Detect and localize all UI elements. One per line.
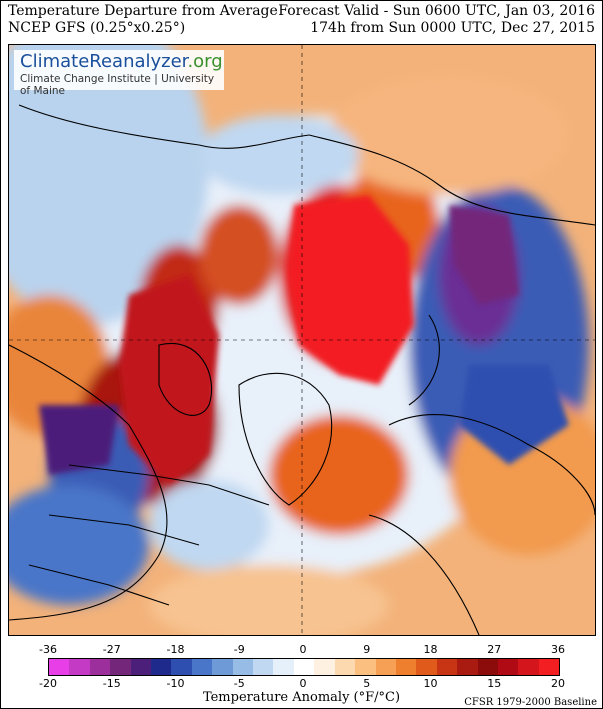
fahrenheit-tick: 36 xyxy=(551,643,565,656)
brand-subtitle: Climate Change Institute | University of… xyxy=(20,73,215,97)
colorbar-swatch xyxy=(110,659,131,675)
colorbar-swatch xyxy=(416,659,437,675)
brand-name: ClimateReanalyzer.org xyxy=(20,51,223,72)
celsius-tick: -5 xyxy=(233,677,245,690)
colorbar-swatch xyxy=(293,659,315,675)
colorbar-swatch xyxy=(334,659,356,675)
fahrenheit-tick: 27 xyxy=(487,643,502,656)
celsius-tick: -20 xyxy=(39,677,57,690)
map-canvas xyxy=(9,45,595,635)
forecast-valid-line: Forecast Valid - Sun 0600 UTC, Jan 03, 2… xyxy=(278,3,595,19)
colorbar-swatch xyxy=(191,659,213,675)
coastlines xyxy=(9,104,595,635)
celsius-tick: 0 xyxy=(299,677,307,690)
colorbar-swatch xyxy=(477,659,498,675)
celsius-tick: -15 xyxy=(102,677,121,690)
fahrenheit-tick: 0 xyxy=(299,643,307,656)
title-line-2: NCEP GFS (0.25°x0.25°) xyxy=(8,20,186,36)
colorbar-swatch xyxy=(89,659,111,675)
graticule xyxy=(9,45,595,635)
colorbar-swatch xyxy=(355,659,376,675)
fahrenheit-tick: -36 xyxy=(39,643,57,656)
colorbar-swatch xyxy=(232,659,254,675)
anomaly-map[interactable] xyxy=(8,44,596,636)
fahrenheit-tick: -9 xyxy=(233,643,245,656)
baseline-note: CFSR 1979-2000 Baseline xyxy=(464,697,597,708)
fahrenheit-tick: 18 xyxy=(423,643,438,656)
colorbar-swatch xyxy=(538,659,560,675)
fahrenheit-tick: -18 xyxy=(166,643,185,656)
colorbar-swatch xyxy=(171,659,192,675)
colorbar-swatch xyxy=(436,659,458,675)
colorbar-swatch xyxy=(273,659,294,675)
colorbar-swatch xyxy=(69,659,90,675)
colorbar-swatch xyxy=(49,659,70,675)
forecast-block: Forecast Valid - Sun 0600 UTC, Jan 03, 2… xyxy=(278,3,595,37)
fahrenheit-tick: -27 xyxy=(102,643,121,656)
fahrenheit-tick: 9 xyxy=(363,643,371,656)
title-line-1: Temperature Departure from Average xyxy=(8,3,278,19)
celsius-tick: 15 xyxy=(487,677,502,690)
colorbar-swatch xyxy=(375,659,396,675)
colorbar-swatch xyxy=(395,659,417,675)
colorbar xyxy=(48,658,560,676)
celsius-tick: 10 xyxy=(423,677,438,690)
celsius-tick: 5 xyxy=(363,677,371,690)
brand-logo[interactable]: ClimateReanalyzer.org Climate Change Ins… xyxy=(14,50,224,97)
celsius-tick: -10 xyxy=(166,677,185,690)
celsius-tick: 20 xyxy=(551,677,565,690)
color-legend: -36 -27 -18 -9 0 9 18 27 36 -20 -15 -10 -5 0 5 10 15 20 … xyxy=(0,640,603,709)
colorbar-swatch xyxy=(314,659,335,675)
colorbar-swatch xyxy=(130,659,152,675)
colorbar-swatch xyxy=(212,659,233,675)
colorbar-swatch xyxy=(457,659,478,675)
core-anomalies xyxy=(39,195,569,485)
forecast-lead-line: 174h from Sun 0000 UTC, Dec 27, 2015 xyxy=(310,20,595,36)
title-block: Temperature Departure from Average NCEP … xyxy=(8,3,278,37)
colorbar-swatch xyxy=(253,659,274,675)
legend-label: Temperature Anomaly (°F/°C) xyxy=(202,690,401,705)
colorbar-swatch xyxy=(518,659,539,675)
colorbar-swatch xyxy=(497,659,519,675)
colorbar-swatch xyxy=(151,659,172,675)
